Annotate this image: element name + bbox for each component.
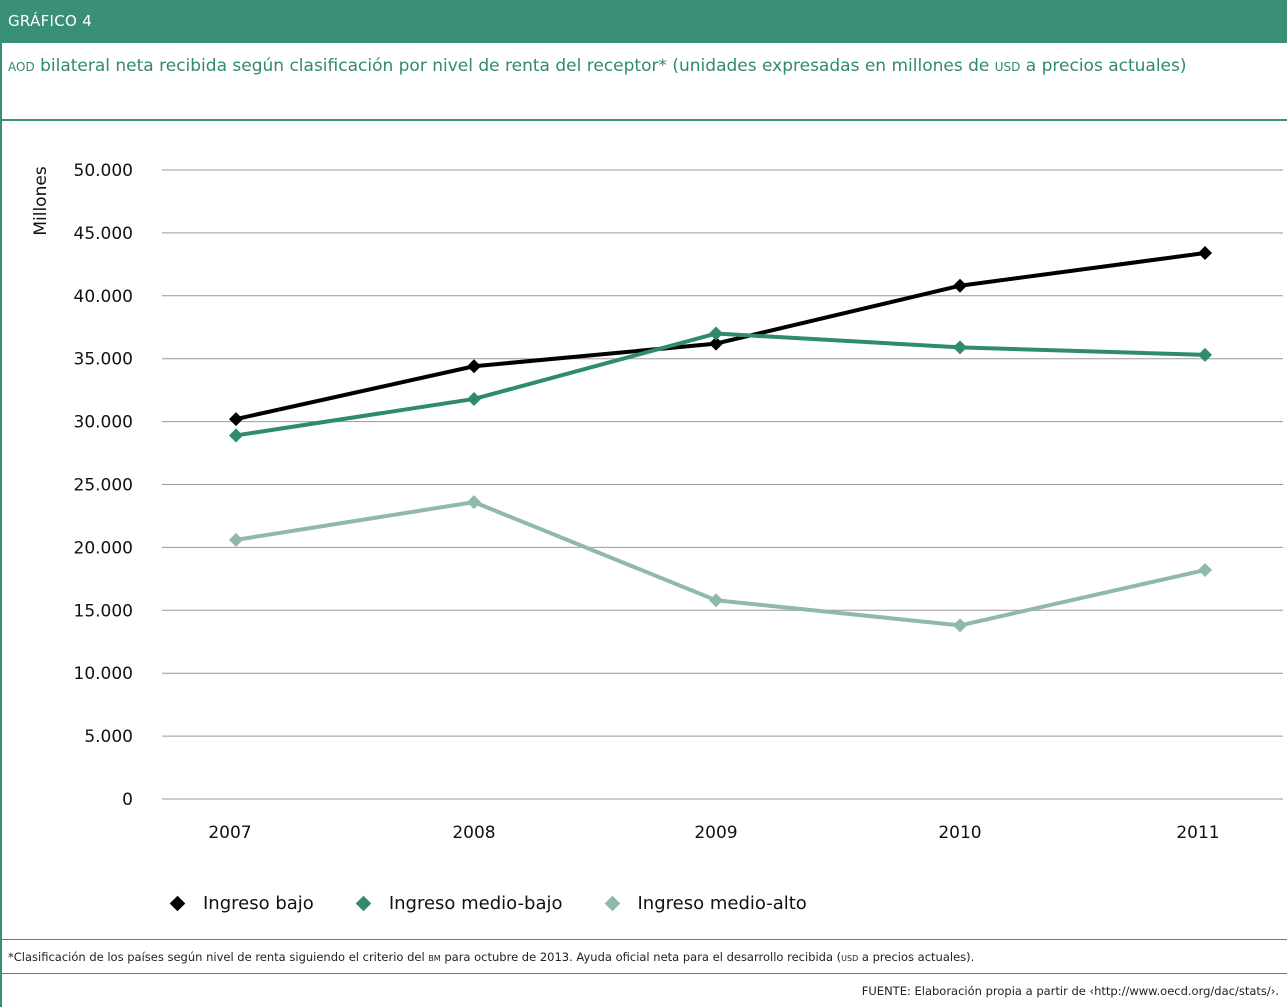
y-tick-label: 35.000 bbox=[74, 350, 133, 370]
legend: Ingreso bajo Ingreso medio-bajo Ingreso me… bbox=[168, 888, 847, 918]
data-point bbox=[229, 412, 243, 427]
data-point bbox=[709, 336, 723, 351]
data-point bbox=[953, 618, 967, 633]
series-line bbox=[235, 331, 1206, 438]
y-tick-label: 50.000 bbox=[74, 161, 133, 181]
footnote-divider bbox=[0, 939, 1287, 940]
figure-label: GRÁFICO 4 bbox=[0, 0, 1287, 43]
series-lines bbox=[235, 251, 1206, 628]
legend-diamond-icon bbox=[604, 895, 620, 911]
y-tick-label: 25.000 bbox=[74, 476, 133, 496]
y-tick-label: 5.000 bbox=[84, 727, 133, 747]
legend-item: Ingreso bajo bbox=[168, 893, 314, 914]
x-tick-label: 2010 bbox=[938, 823, 981, 843]
legend-label: Ingreso medio-bajo bbox=[388, 892, 563, 914]
data-point bbox=[953, 278, 967, 293]
footnote-abbr-bm: bm bbox=[428, 950, 441, 964]
y-tick-label: 30.000 bbox=[74, 413, 133, 433]
title-text-2: a precios actuales) bbox=[1020, 56, 1187, 76]
data-point bbox=[229, 428, 243, 443]
title-text-1: bilateral neta recibida según clasificac… bbox=[34, 56, 995, 76]
x-tick-label: 2009 bbox=[694, 823, 737, 843]
legend-item: Ingreso medio-bajo bbox=[354, 893, 563, 914]
source-divider bbox=[0, 973, 1287, 974]
legend-item: Ingreso medio-alto bbox=[603, 893, 807, 914]
y-tick-label: 45.000 bbox=[74, 224, 133, 244]
series-line bbox=[235, 251, 1206, 422]
data-point bbox=[467, 359, 481, 374]
footnote: *Clasificación de los países según nivel… bbox=[8, 942, 1278, 972]
y-axis-title: Millones bbox=[31, 166, 51, 235]
title-divider bbox=[0, 119, 1287, 121]
x-axis-ticks: 2007 2008 2009 2010 2011 bbox=[208, 823, 1219, 843]
x-tick-label: 2011 bbox=[1176, 823, 1219, 843]
data-point bbox=[1198, 563, 1212, 578]
y-tick-label: 0 bbox=[122, 790, 133, 810]
series-markers bbox=[229, 246, 1212, 633]
y-tick-label: 15.000 bbox=[74, 601, 133, 621]
data-point bbox=[1198, 246, 1212, 261]
data-point bbox=[709, 593, 723, 608]
data-point bbox=[709, 326, 723, 341]
y-tick-label: 20.000 bbox=[74, 538, 133, 558]
data-point bbox=[467, 391, 481, 406]
legend-diamond-icon bbox=[169, 895, 186, 911]
y-tick-label: 10.000 bbox=[74, 664, 133, 684]
series-line bbox=[235, 500, 1206, 628]
footnote-text-3: a precios actuales). bbox=[858, 950, 975, 964]
legend-label: Ingreso bajo bbox=[203, 892, 314, 914]
x-tick-label: 2008 bbox=[452, 823, 495, 843]
y-tick-label: 40.000 bbox=[74, 287, 133, 307]
source-note: FUENTE: Elaboración propia a partir de ‹… bbox=[861, 984, 1279, 998]
x-tick-label: 2007 bbox=[208, 823, 251, 843]
footnote-abbr-usd: usd bbox=[841, 950, 859, 964]
data-point bbox=[229, 532, 243, 547]
chart-title: aod bilateral neta recibida según clasif… bbox=[8, 52, 1283, 80]
footnote-text-1: *Clasificación de los países según nivel… bbox=[8, 950, 429, 964]
title-abbr-usd: usd bbox=[994, 56, 1021, 76]
data-point bbox=[467, 495, 481, 510]
legend-diamond-icon bbox=[355, 895, 372, 911]
y-axis-ticks: 0 5.000 10.000 15.000 20.000 25.000 30.000 35.0… bbox=[74, 161, 133, 810]
data-point bbox=[1198, 347, 1212, 362]
footnote-text-2: para octubre de 2013. Ayuda oficial neta… bbox=[440, 950, 842, 964]
legend-label: Ingreso medio-alto bbox=[637, 892, 807, 914]
gridlines bbox=[162, 169, 1283, 800]
data-point bbox=[953, 340, 967, 355]
title-abbr-aod: aod bbox=[8, 56, 35, 76]
line-chart: 0 5.000 10.000 15.000 20.000 25.000 30.000 35.0… bbox=[31, 161, 1283, 843]
